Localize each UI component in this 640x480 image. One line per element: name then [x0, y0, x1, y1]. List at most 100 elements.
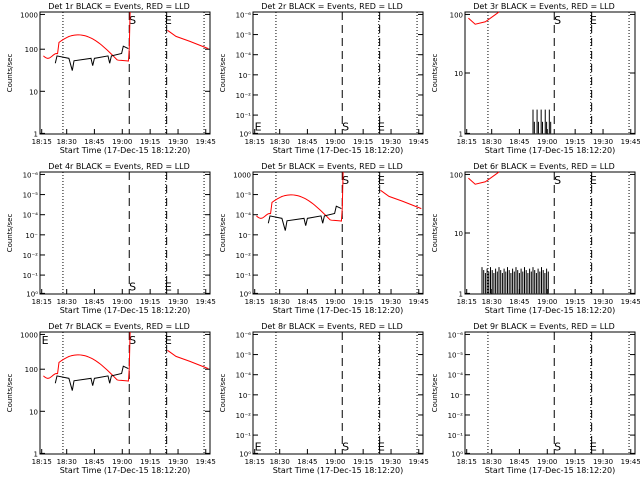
- x-tick-label: 19:30: [593, 298, 613, 306]
- x-tick-label: 19:45: [409, 298, 429, 306]
- x-tick-label: 19:30: [593, 138, 613, 146]
- y-axis-label: Counts/sec: [431, 54, 439, 93]
- x-tick-label: 19:15: [353, 458, 373, 466]
- y-tick-label: 10⁻¹: [236, 272, 252, 280]
- x-tick-label: 19:15: [353, 298, 373, 306]
- y-tick-label: 10⁻²: [236, 252, 252, 260]
- y-tick-label: 10⁻²: [448, 412, 464, 420]
- x-tick-label: 19:45: [621, 458, 640, 466]
- x-axis-label: Start Time (17-Dec-15 18:12:20): [485, 146, 616, 155]
- x-tick-label: 19:00: [112, 298, 132, 306]
- time-marker-label: E: [590, 440, 597, 453]
- x-tick-label: 18:30: [57, 458, 77, 466]
- y-tick-label: 10⁻⁵: [236, 192, 252, 200]
- x-tick-label: 18:30: [482, 458, 502, 466]
- panel-det-4: Det 4r BLACK = Events, RED = LLD Counts/s…: [6, 162, 216, 315]
- x-tick-label: 18:15: [457, 138, 477, 146]
- x-tick-label: 19:15: [140, 458, 160, 466]
- y-tick-label: 10⁻²: [236, 412, 252, 420]
- x-tick-label: 18:45: [84, 138, 104, 146]
- x-tick-label: 18:30: [270, 298, 290, 306]
- x-tick-label: 18:15: [32, 298, 52, 306]
- x-tick-label: 19:45: [196, 458, 216, 466]
- y-tick-label: 10: [454, 230, 463, 238]
- panel-det-3: Det 3r BLACK = Events, RED = LLD Counts/s…: [431, 2, 640, 155]
- time-marker-label: E: [378, 174, 385, 187]
- y-tick-label: 10⁻⁶: [23, 171, 39, 179]
- time-marker-label: E: [255, 120, 262, 133]
- y-axis-label: Counts/sec: [219, 54, 227, 93]
- x-tick-label: 18:15: [245, 458, 265, 466]
- x-tick-label: 19:45: [409, 458, 429, 466]
- x-tick-label: 19:45: [196, 138, 216, 146]
- y-tick-label: 10⁻¹: [236, 432, 252, 440]
- y-tick-label: 100: [450, 11, 463, 19]
- y-tick-label: 1000: [20, 331, 38, 339]
- x-tick-label: 19:30: [168, 298, 188, 306]
- x-tick-label: 19:15: [140, 298, 160, 306]
- x-tick-label: 19:45: [196, 298, 216, 306]
- x-tick-label: 18:45: [84, 458, 104, 466]
- x-tick-label: 18:45: [297, 458, 317, 466]
- x-tick-label: 19:00: [537, 138, 557, 146]
- x-tick-label: 19:15: [565, 138, 585, 146]
- y-tick-label: 10⁻⁳: [238, 72, 251, 80]
- y-axis-label: Counts/sec: [431, 214, 439, 253]
- x-axis-label: Start Time (17-Dec-15 18:12:20): [60, 466, 191, 475]
- lld-series-line: [43, 332, 130, 381]
- y-tick-label: 10⁻¹: [448, 432, 464, 440]
- y-tick-label: 10⁻⁴: [236, 52, 252, 60]
- panel-det-1: Det 1r BLACK = Events, RED = LLD Counts/s…: [6, 2, 216, 155]
- x-tick-label: 18:15: [457, 458, 477, 466]
- x-tick-label: 18:15: [32, 458, 52, 466]
- panel-title: Det 8r BLACK = Events, RED = LLD: [261, 322, 403, 331]
- y-tick-label: 100: [450, 171, 463, 179]
- panel-det-8: Det 8r BLACK = Events, RED = LLD Counts/s…: [219, 322, 429, 475]
- x-tick-label: 19:00: [325, 458, 345, 466]
- y-tick-label: 10⁻²: [236, 92, 252, 100]
- x-tick-label: 19:15: [565, 458, 585, 466]
- y-tick-label: 10⁻⁳: [25, 232, 38, 240]
- panel-det-5: Det 5r BLACK = Events, RED = LLDCounts/s…: [219, 162, 429, 315]
- panel-title: Det 1r BLACK = Events, RED = LLD: [48, 2, 190, 11]
- x-tick-label: 19:00: [325, 138, 345, 146]
- x-tick-label: 18:30: [270, 458, 290, 466]
- x-tick-label: 19:15: [353, 138, 373, 146]
- x-tick-label: 18:45: [509, 138, 529, 146]
- plot-frame: [253, 12, 423, 134]
- plot-frame: [465, 332, 635, 454]
- x-tick-label: 19:00: [537, 298, 557, 306]
- panel-title: Det 4r BLACK = Events, RED = LLD: [48, 162, 190, 171]
- y-axis-label: Counts/sec: [219, 374, 227, 413]
- x-axis-label: Start Time (17-Dec-15 18:12:20): [60, 146, 191, 155]
- y-tick-label: 1000: [20, 11, 38, 19]
- time-marker-label: S: [554, 14, 561, 27]
- plot-frame: [253, 172, 423, 294]
- y-tick-label: 10⁻⁶: [236, 11, 252, 19]
- y-axis-label: Counts/sec: [431, 374, 439, 413]
- x-tick-label: 18:30: [482, 138, 502, 146]
- y-tick-label: 10⁻⁵: [23, 192, 39, 200]
- time-marker-label: S: [554, 174, 561, 187]
- x-tick-label: 19:30: [381, 298, 401, 306]
- lld-series-line: [468, 12, 499, 24]
- panel-title: Det 2r BLACK = Events, RED = LLD: [261, 2, 403, 11]
- y-tick-label: 10: [29, 88, 38, 96]
- panel-title: Det 5r BLACK = Events, RED = LLD: [261, 162, 403, 171]
- y-axis-label: Counts/sec: [6, 54, 14, 93]
- y-tick-label: 10: [29, 408, 38, 416]
- x-axis-label: Start Time (17-Dec-15 18:12:20): [273, 306, 404, 315]
- panel-det-2: Det 2r BLACK = Events, RED = LLD Counts/s…: [219, 2, 429, 155]
- x-tick-label: 19:00: [537, 458, 557, 466]
- events-series-line: [55, 366, 128, 390]
- panel-det-7: Det 7r BLACK = Events, RED = LLD Counts/s…: [6, 322, 216, 475]
- y-tick-label: 10⁻⁳: [238, 232, 251, 240]
- y-tick-label: 10⁻⁵: [236, 352, 252, 360]
- x-tick-label: 18:45: [297, 298, 317, 306]
- plot-frame: [40, 172, 210, 294]
- time-marker-label: E: [165, 334, 172, 347]
- panel-title: Det 6r BLACK = Events, RED = LLD: [473, 162, 615, 171]
- y-tick-label: 10⁻⁵: [448, 352, 464, 360]
- plot-frame: [40, 12, 210, 134]
